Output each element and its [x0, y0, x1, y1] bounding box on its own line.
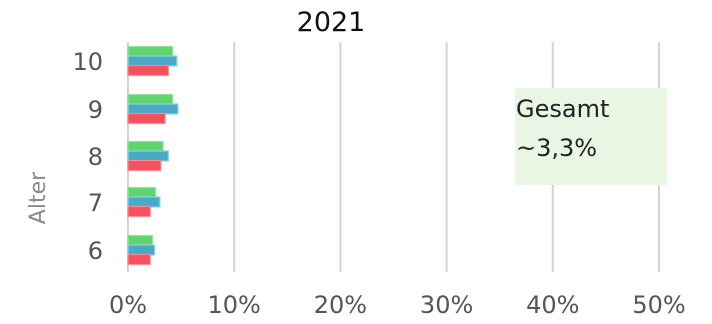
bar: [127, 196, 161, 208]
y-tick-label: 10: [72, 48, 103, 76]
bar: [127, 253, 151, 266]
y-tick-label: 8: [88, 143, 103, 171]
x-tick-label: 40%: [526, 291, 579, 319]
bar: [127, 103, 179, 115]
bar: [127, 150, 169, 162]
annotation-background: [515, 88, 667, 185]
x-tick-label: 30%: [420, 291, 473, 319]
y-tick-label: 7: [88, 189, 103, 217]
bars: [127, 45, 179, 266]
y-tick-label: 9: [88, 96, 103, 124]
bar: [127, 64, 169, 77]
bar: [127, 186, 157, 199]
x-tick-label: 20%: [314, 291, 367, 319]
bar: [127, 205, 151, 218]
annotation-line-1: Gesamt: [516, 95, 609, 123]
x-tick-label: 10%: [208, 291, 261, 319]
annotation-box: Gesamt ~3,3%: [515, 88, 667, 185]
chart-title: 2021: [297, 7, 366, 38]
bar: [127, 159, 162, 172]
bar: [127, 244, 156, 256]
bar: [127, 55, 178, 67]
x-tick-labels: 0% 10% 20% 30% 40% 50%: [109, 291, 686, 319]
y-axis-title: Alter: [26, 171, 51, 224]
y-tick-label: 6: [88, 237, 103, 265]
x-tick-label: 50%: [632, 291, 685, 319]
annotation-line-2: ~3,3%: [516, 134, 597, 162]
bar: [127, 93, 174, 106]
bar: [127, 140, 164, 153]
bar: [127, 45, 174, 58]
bar: [127, 112, 166, 125]
bar: [127, 234, 154, 247]
x-tick-label: 0%: [109, 291, 147, 319]
y-tick-labels: 10 9 8 7 6: [72, 48, 103, 265]
